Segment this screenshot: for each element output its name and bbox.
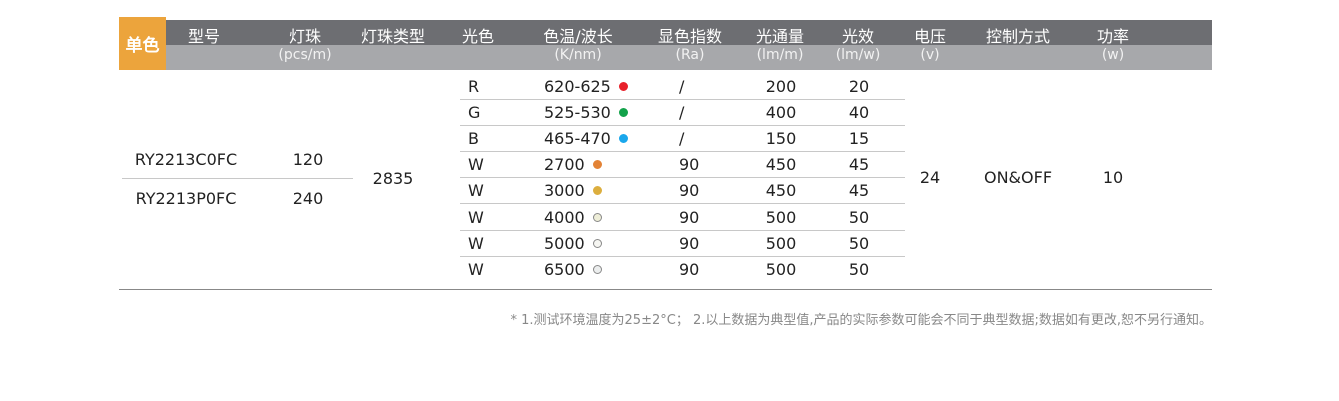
color-dot-icon: [592, 212, 602, 222]
luminous-flux: 500: [765, 207, 797, 227]
voltage: 24: [919, 168, 941, 187]
color-temp-cell: 525-530: [544, 103, 628, 122]
light-color: W: [468, 181, 484, 201]
light-color: W: [468, 233, 484, 253]
column-unit-power: (w): [1101, 47, 1125, 63]
efficacy: 50: [848, 207, 870, 227]
row-divider: [460, 151, 905, 153]
color-dot-icon: [592, 186, 602, 196]
efficacy: 45: [848, 181, 870, 201]
header-row: [166, 20, 1212, 45]
column-header-cct: 色温/波长: [543, 27, 613, 46]
light-color: W: [468, 155, 484, 175]
column-header-cri: 显色指数: [657, 27, 723, 46]
control-mode: ON&OFF: [983, 168, 1053, 187]
model-name: RY2213C0FC: [134, 150, 238, 169]
category-badge: 单色: [119, 17, 166, 70]
column-header-voltage: 电压: [913, 27, 947, 46]
column-header-power: 功率: [1096, 27, 1130, 46]
color-dot-icon: [592, 238, 602, 248]
cri: /: [679, 77, 685, 96]
header-unit-row: [166, 45, 1212, 70]
cri: 90: [679, 233, 700, 253]
color-temp-cell: 6500: [544, 260, 602, 279]
luminous-flux: 200: [765, 77, 797, 96]
color-temp-cell: 620-625: [544, 77, 628, 96]
color-dot-icon: [592, 264, 602, 274]
light-color: W: [468, 207, 484, 227]
column-unit-efficacy: (lm/w): [835, 47, 881, 63]
luminous-flux: 150: [765, 129, 797, 149]
table-bottom-divider: [119, 289, 1212, 290]
column-unit-leds: (pcs/m): [278, 47, 332, 63]
efficacy: 40: [848, 103, 870, 123]
color-dot-icon: [618, 82, 628, 91]
cri: 90: [679, 155, 700, 175]
row-divider: [460, 203, 905, 205]
color-temp-cell: 3000: [544, 181, 602, 200]
luminous-flux: 450: [765, 181, 797, 201]
column-unit-cri: (Ra): [675, 47, 705, 63]
efficacy: 15: [848, 129, 870, 149]
light-color: R: [468, 77, 480, 96]
color-temp: 5000: [544, 233, 585, 253]
color-dot-icon: [618, 134, 628, 144]
color-temp: 465-470: [544, 129, 611, 149]
row-divider: [460, 229, 905, 231]
color-temp: 6500: [544, 259, 585, 279]
color-temp-cell: 465-470: [544, 129, 628, 148]
led-count: 240: [292, 189, 324, 208]
footnote: * 1.测试环境温度为25±2°C； 2.以上数据为典型值,产品的实际参数可能会…: [510, 313, 1213, 328]
luminous-flux: 450: [765, 155, 797, 175]
color-temp: 2700: [544, 155, 585, 175]
light-color: W: [468, 259, 484, 279]
efficacy: 50: [848, 233, 870, 253]
color-temp: 620-625: [544, 77, 611, 96]
model-divider: [122, 178, 353, 179]
column-unit-voltage: (v): [920, 47, 940, 63]
color-dot-icon: [592, 160, 602, 170]
column-header-color: 光色: [461, 27, 495, 46]
row-divider: [460, 99, 905, 100]
efficacy: 20: [848, 77, 870, 96]
row-divider: [460, 125, 905, 127]
column-unit-flux: (lm/m): [756, 47, 804, 63]
column-header-efficacy: 光效: [841, 27, 875, 46]
cri: 90: [679, 181, 700, 201]
efficacy: 45: [848, 155, 870, 175]
color-temp: 3000: [544, 181, 585, 201]
efficacy: 50: [848, 259, 870, 279]
model-name: RY2213P0FC: [135, 189, 237, 208]
cri: 90: [679, 207, 700, 227]
column-header-model: 型号: [187, 27, 221, 46]
cri: /: [679, 103, 685, 123]
led-count: 120: [292, 150, 324, 169]
color-temp: 4000: [544, 207, 585, 227]
light-color: G: [468, 103, 481, 123]
led-type: 2835: [372, 169, 414, 188]
light-color: B: [468, 129, 479, 149]
luminous-flux: 500: [765, 259, 797, 279]
color-temp-cell: 5000: [544, 234, 602, 253]
column-unit-cct: (K/nm): [554, 47, 602, 63]
row-divider: [460, 177, 905, 179]
column-header-control: 控制方式: [985, 27, 1051, 46]
cri: 90: [679, 259, 700, 279]
power: 10: [1102, 168, 1124, 187]
color-temp-cell: 2700: [544, 155, 602, 174]
color-temp-cell: 4000: [544, 208, 602, 227]
row-divider: [460, 255, 905, 257]
column-header-led_type: 灯珠类型: [360, 27, 426, 46]
luminous-flux: 400: [765, 103, 797, 123]
luminous-flux: 500: [765, 233, 797, 253]
color-dot-icon: [618, 108, 628, 118]
color-temp: 525-530: [544, 103, 611, 123]
cri: /: [679, 129, 685, 149]
column-header-flux: 光通量: [755, 27, 805, 46]
column-header-leds: 灯珠: [288, 27, 322, 46]
